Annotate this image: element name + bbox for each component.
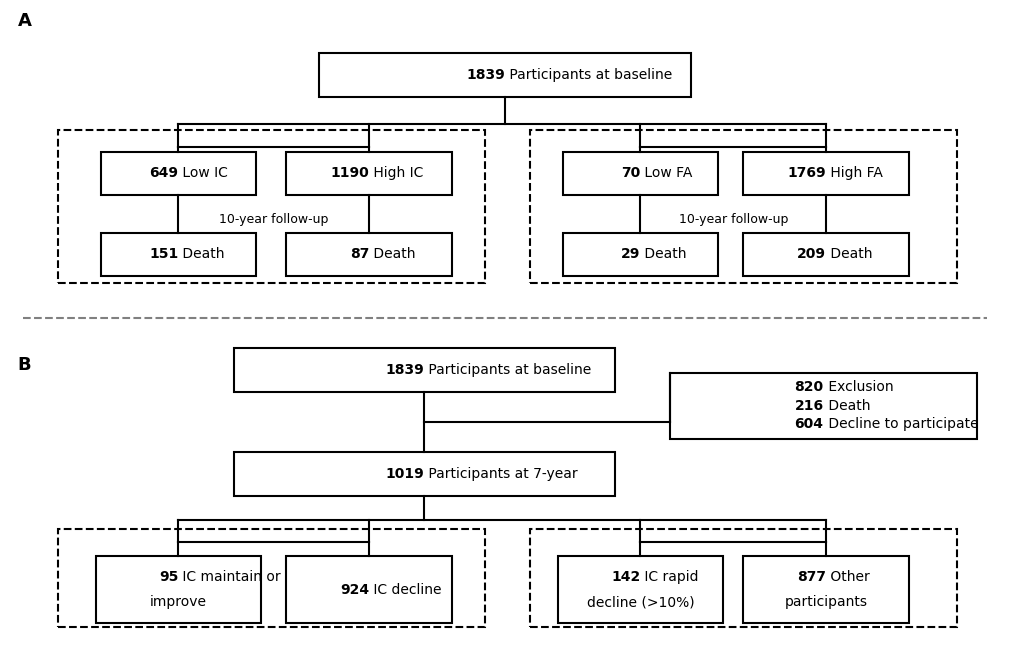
Text: 1839: 1839 bbox=[385, 363, 424, 377]
Text: 1839: 1839 bbox=[466, 68, 504, 82]
FancyBboxPatch shape bbox=[286, 232, 451, 276]
FancyBboxPatch shape bbox=[233, 453, 614, 496]
Text: IC decline: IC decline bbox=[369, 582, 441, 597]
FancyBboxPatch shape bbox=[101, 151, 256, 195]
FancyBboxPatch shape bbox=[743, 151, 908, 195]
Text: participants: participants bbox=[784, 596, 867, 609]
Text: High FA: High FA bbox=[825, 167, 882, 180]
FancyBboxPatch shape bbox=[557, 556, 722, 623]
Text: 151: 151 bbox=[149, 247, 178, 261]
Text: Participants at 7-year: Participants at 7-year bbox=[424, 467, 578, 481]
Text: Decline to participate: Decline to participate bbox=[822, 417, 977, 432]
Text: Death: Death bbox=[369, 247, 416, 261]
Text: improve: improve bbox=[150, 596, 207, 609]
Text: 649: 649 bbox=[150, 167, 178, 180]
Text: 820: 820 bbox=[794, 381, 822, 394]
Text: 1769: 1769 bbox=[787, 167, 825, 180]
Text: B: B bbox=[17, 356, 32, 374]
FancyBboxPatch shape bbox=[101, 232, 256, 276]
Text: 10-year follow-up: 10-year follow-up bbox=[678, 213, 787, 226]
Text: 877: 877 bbox=[796, 570, 825, 584]
Text: IC rapid: IC rapid bbox=[640, 570, 698, 584]
FancyBboxPatch shape bbox=[562, 232, 717, 276]
Text: Exclusion: Exclusion bbox=[822, 381, 893, 394]
FancyBboxPatch shape bbox=[743, 556, 908, 623]
Text: 29: 29 bbox=[621, 247, 640, 261]
Text: decline (>10%): decline (>10%) bbox=[586, 596, 694, 609]
Text: High IC: High IC bbox=[369, 167, 423, 180]
Text: Participants at baseline: Participants at baseline bbox=[504, 68, 672, 82]
Text: Low IC: Low IC bbox=[178, 167, 228, 180]
Text: 142: 142 bbox=[610, 570, 640, 584]
FancyBboxPatch shape bbox=[286, 556, 451, 623]
Text: 209: 209 bbox=[796, 247, 825, 261]
Text: 924: 924 bbox=[339, 582, 369, 597]
FancyBboxPatch shape bbox=[669, 373, 976, 439]
FancyBboxPatch shape bbox=[743, 232, 908, 276]
Text: 604: 604 bbox=[794, 417, 822, 432]
Text: A: A bbox=[17, 12, 32, 31]
Text: IC maintain or: IC maintain or bbox=[178, 570, 281, 584]
Text: Participants at baseline: Participants at baseline bbox=[424, 363, 591, 377]
Text: 1019: 1019 bbox=[385, 467, 424, 481]
FancyBboxPatch shape bbox=[562, 151, 717, 195]
Text: Death: Death bbox=[178, 247, 225, 261]
FancyBboxPatch shape bbox=[233, 348, 614, 392]
Text: Death: Death bbox=[822, 399, 869, 413]
Text: 87: 87 bbox=[350, 247, 369, 261]
Text: Death: Death bbox=[825, 247, 872, 261]
Text: 216: 216 bbox=[794, 399, 822, 413]
Text: Death: Death bbox=[640, 247, 686, 261]
Text: 1190: 1190 bbox=[330, 167, 369, 180]
Text: Low FA: Low FA bbox=[640, 167, 692, 180]
Text: 95: 95 bbox=[159, 570, 178, 584]
FancyBboxPatch shape bbox=[96, 556, 261, 623]
Text: Other: Other bbox=[825, 570, 869, 584]
Text: 10-year follow-up: 10-year follow-up bbox=[219, 213, 328, 226]
FancyBboxPatch shape bbox=[286, 151, 451, 195]
FancyBboxPatch shape bbox=[319, 54, 690, 97]
Text: 70: 70 bbox=[621, 167, 640, 180]
